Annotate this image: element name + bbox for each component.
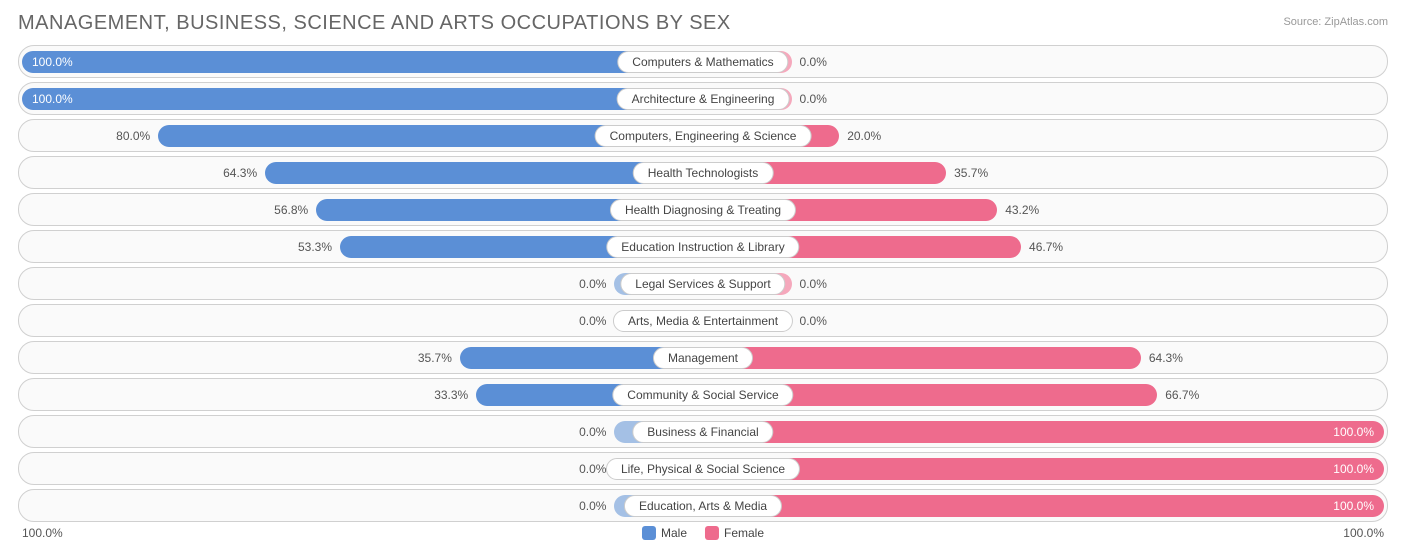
axis-left-label: 100.0%: [22, 526, 63, 540]
male-value: 53.3%: [298, 240, 332, 254]
male-value: 56.8%: [274, 203, 308, 217]
row-label: Arts, Media & Entertainment: [613, 310, 793, 332]
female-value: 20.0%: [847, 129, 881, 143]
male-value: 33.3%: [434, 388, 468, 402]
chart-row: 56.8% 43.2% Health Diagnosing & Treating: [18, 193, 1388, 226]
chart-row: 0.0% 0.0% Legal Services & Support: [18, 267, 1388, 300]
row-label: Computers, Engineering & Science: [595, 125, 812, 147]
female-value: 66.7%: [1165, 388, 1199, 402]
female-value: 0.0%: [800, 55, 827, 69]
legend: Male Female: [642, 526, 764, 540]
male-value: 0.0%: [579, 425, 606, 439]
male-value: 0.0%: [579, 277, 606, 291]
male-bar: 100.0%: [22, 88, 703, 110]
male-value: 64.3%: [223, 166, 257, 180]
row-label: Education Instruction & Library: [606, 236, 799, 258]
female-bar: [703, 347, 1141, 369]
chart-title: MANAGEMENT, BUSINESS, SCIENCE AND ARTS O…: [18, 12, 731, 35]
male-value: 80.0%: [116, 129, 150, 143]
chart-row: 0.0% 100.0%Business & Financial: [18, 415, 1388, 448]
male-value: 0.0%: [579, 499, 606, 513]
female-value: 0.0%: [800, 92, 827, 106]
chart-row: 64.3% 35.7% Health Technologists: [18, 156, 1388, 189]
female-value: 46.7%: [1029, 240, 1063, 254]
chart-row: 80.0% 20.0% Computers, Engineering & Scien…: [18, 119, 1388, 152]
female-bar: 100.0%: [703, 421, 1384, 443]
legend-male-swatch: [642, 526, 656, 540]
female-value: 35.7%: [954, 166, 988, 180]
legend-male: Male: [642, 526, 687, 540]
chart-row: 0.0% 100.0%Life, Physical & Social Scienc…: [18, 452, 1388, 485]
chart-row: 0.0% 0.0% Arts, Media & Entertainment: [18, 304, 1388, 337]
female-value: 0.0%: [800, 314, 827, 328]
legend-female-swatch: [705, 526, 719, 540]
chart-row: 53.3% 46.7% Education Instruction & Librar…: [18, 230, 1388, 263]
chart-row: 100.0% 0.0% Architecture & Engineering: [18, 82, 1388, 115]
row-label: Computers & Mathematics: [617, 51, 788, 73]
legend-female-label: Female: [724, 526, 764, 540]
chart-row: 35.7% 64.3% Management: [18, 341, 1388, 374]
row-label: Community & Social Service: [612, 384, 793, 406]
row-label: Legal Services & Support: [620, 273, 785, 295]
female-bar: 100.0%: [703, 495, 1384, 517]
x-axis: 100.0% Male Female 100.0%: [18, 526, 1388, 540]
female-bar: 100.0%: [703, 458, 1384, 480]
female-value: 64.3%: [1149, 351, 1183, 365]
legend-female: Female: [705, 526, 764, 540]
row-label: Business & Financial: [632, 421, 773, 443]
female-value: 43.2%: [1005, 203, 1039, 217]
row-label: Health Diagnosing & Treating: [610, 199, 796, 221]
chart-row: 100.0% 0.0% Computers & Mathematics: [18, 45, 1388, 78]
axis-right-label: 100.0%: [1343, 526, 1384, 540]
male-value: 0.0%: [579, 314, 606, 328]
row-label: Management: [653, 347, 753, 369]
female-value: 0.0%: [800, 277, 827, 291]
diverging-bar-chart: 100.0%0.0%Computers & Mathematics100.0%0…: [18, 45, 1388, 522]
male-value: 35.7%: [418, 351, 452, 365]
chart-source: Source: ZipAtlas.com: [1283, 16, 1388, 28]
row-label: Architecture & Engineering: [617, 88, 790, 110]
chart-row: 0.0% 100.0%Education, Arts & Media: [18, 489, 1388, 522]
row-label: Health Technologists: [633, 162, 774, 184]
row-label: Life, Physical & Social Science: [606, 458, 800, 480]
row-label: Education, Arts & Media: [624, 495, 782, 517]
legend-male-label: Male: [661, 526, 687, 540]
chart-row: 33.3% 66.7% Community & Social Service: [18, 378, 1388, 411]
male-value: 0.0%: [579, 462, 606, 476]
male-bar: 100.0%: [22, 51, 703, 73]
